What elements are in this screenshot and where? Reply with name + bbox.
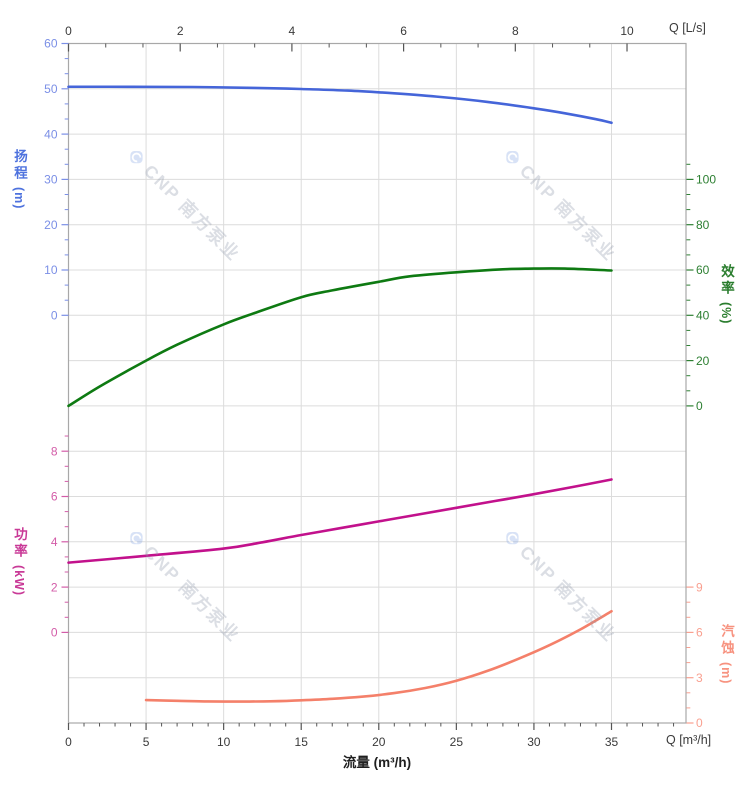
head-tick-label: 30 bbox=[44, 173, 58, 187]
power-tick-label: 0 bbox=[51, 626, 58, 640]
power-tick-label: 8 bbox=[51, 444, 58, 458]
head-tick-label: 50 bbox=[44, 82, 58, 96]
plot-border bbox=[67, 42, 687, 724]
bottom-axis-tick-label: 10 bbox=[217, 735, 231, 749]
curve-head bbox=[67, 85, 613, 125]
head-tick-label: 20 bbox=[44, 218, 58, 232]
x-axis-top: 0 2 4 6 8 10 bbox=[65, 24, 634, 52]
top-axis-unit-label: Q [L/s] bbox=[669, 21, 706, 35]
y-axis-efficiency: 0 20 40 60 80 100 bbox=[686, 163, 716, 413]
bottom-axis-tick-label: 30 bbox=[527, 735, 541, 749]
efficiency-tick-label: 100 bbox=[696, 173, 716, 187]
x-axis-title: 流量 (m³/h) bbox=[342, 755, 412, 770]
power-axis-title-text: 功率 bbox=[12, 527, 27, 560]
bottom-axis-tick-label: 35 bbox=[605, 735, 619, 749]
power-axis-title-unit: (kW) bbox=[12, 565, 26, 597]
efficiency-axis-title: 效率 (%) bbox=[716, 264, 736, 324]
bottom-axis-tick-label: 20 bbox=[372, 735, 386, 749]
head-axis-title-unit: (m) bbox=[12, 187, 26, 210]
bottom-axis-tick-label: 25 bbox=[450, 735, 464, 749]
top-axis-tick-label: 2 bbox=[177, 24, 184, 38]
efficiency-tick-label: 0 bbox=[696, 399, 703, 413]
curves bbox=[67, 85, 613, 703]
top-axis-tick-label: 4 bbox=[289, 24, 296, 38]
head-tick-label: 10 bbox=[44, 263, 58, 277]
head-tick-label: 60 bbox=[44, 37, 58, 51]
npsh-tick-label: 0 bbox=[696, 716, 703, 730]
y-axis-head: 0 10 20 30 40 50 60 bbox=[44, 37, 69, 323]
bottom-axis-tick-label: 0 bbox=[65, 735, 72, 749]
bottom-axis-tick-label: 5 bbox=[143, 735, 150, 749]
top-axis-tick-label: 0 bbox=[65, 24, 72, 38]
power-tick-label: 6 bbox=[51, 490, 58, 504]
npsh-axis-title-unit: (m) bbox=[719, 662, 733, 685]
y-axis-npsh: 0 3 6 9 bbox=[686, 580, 703, 730]
top-axis-tick-label: 10 bbox=[620, 24, 634, 38]
power-tick-label: 2 bbox=[51, 580, 58, 594]
curve-efficiency bbox=[67, 267, 613, 408]
top-axis-tick-label: 6 bbox=[400, 24, 407, 38]
x-axis-bottom: 0 5 10 15 20 25 30 35 bbox=[65, 723, 675, 749]
top-axis-tick-label: 8 bbox=[512, 24, 519, 38]
efficiency-tick-label: 80 bbox=[696, 218, 710, 232]
efficiency-axis-title-text: 效率 bbox=[719, 264, 734, 297]
power-tick-label: 4 bbox=[51, 535, 58, 549]
npsh-tick-label: 9 bbox=[696, 580, 703, 594]
npsh-tick-label: 6 bbox=[696, 626, 703, 640]
efficiency-tick-label: 40 bbox=[696, 309, 710, 323]
head-tick-label: 40 bbox=[44, 127, 58, 141]
bottom-axis-unit-label: Q [m³/h] bbox=[666, 733, 712, 747]
npsh-axis-title-text: 汽蚀 bbox=[719, 624, 734, 657]
gridlines bbox=[68, 43, 686, 723]
head-axis-title: 扬程 (m) bbox=[9, 149, 29, 209]
head-tick-label: 0 bbox=[51, 309, 58, 323]
head-axis-title-text: 扬程 bbox=[12, 149, 27, 182]
efficiency-tick-label: 20 bbox=[696, 354, 710, 368]
curve-power bbox=[67, 478, 613, 564]
npsh-axis-title: 汽蚀 (m) bbox=[716, 624, 736, 684]
power-axis-title: 功率 (kW) bbox=[9, 527, 29, 596]
bottom-axis-tick-label: 15 bbox=[295, 735, 309, 749]
curve-npsh bbox=[144, 610, 613, 703]
efficiency-tick-label: 60 bbox=[696, 263, 710, 277]
efficiency-axis-title-unit: (%) bbox=[719, 302, 733, 325]
npsh-tick-label: 3 bbox=[696, 671, 703, 685]
y-axis-power: 0 2 4 6 8 bbox=[51, 435, 69, 640]
